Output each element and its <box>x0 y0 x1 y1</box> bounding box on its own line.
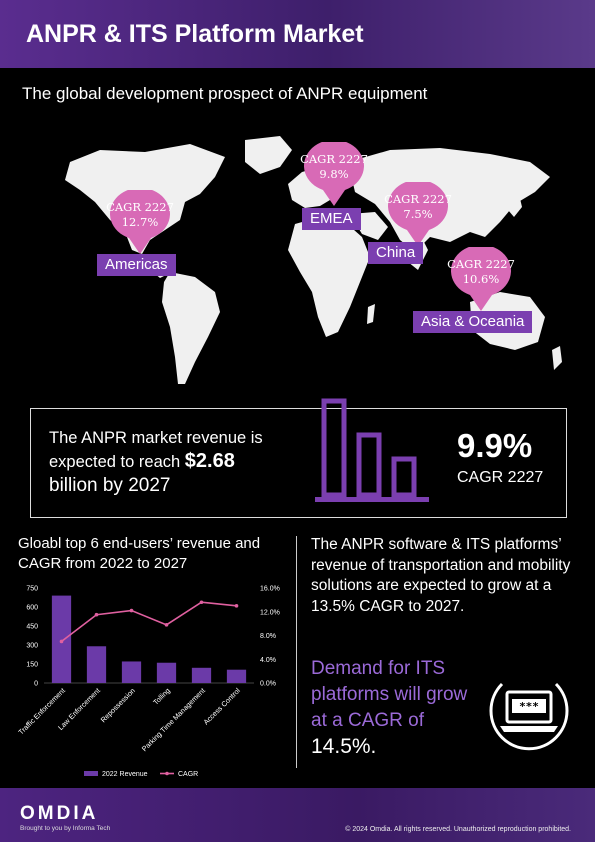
cagr-point <box>59 639 64 644</box>
pin-americas-value: 12.7% <box>121 215 159 229</box>
pin-americas-label: CAGR 2227 <box>106 200 174 214</box>
revenue-cagr-chart: 01503004506007500.0%4.0%8.0%12.0%16.0%Tr… <box>16 586 280 779</box>
laptop-password-icon: *** <box>489 682 569 751</box>
y2-tick-label: 8.0% <box>260 633 276 640</box>
x-tick-label: Repossession <box>99 686 137 724</box>
y-tick-label: 300 <box>26 643 38 650</box>
region-china: China <box>368 242 424 264</box>
y-tick-label: 150 <box>26 662 38 669</box>
y-tick-label: 600 <box>26 605 38 612</box>
pin-china: CAGR 2227 7.5% <box>381 182 455 248</box>
y2-tick-label: 4.0% <box>260 657 276 664</box>
footer-copyright: © 2024 Omdia. All rights reserved. Unaut… <box>345 826 571 833</box>
region-americas: Americas <box>97 254 176 276</box>
cagr-point <box>234 604 239 608</box>
footer-tagline: Brought to you by Informa Tech <box>20 825 111 832</box>
y2-tick-label: 16.0% <box>260 586 280 593</box>
pin-asia-value: 10.6% <box>462 272 500 286</box>
demand-percent: 14.5%. <box>311 735 377 758</box>
overall-cagr: 9.9% CAGR 2227 <box>457 427 562 487</box>
legend-bar-swatch <box>84 771 98 776</box>
overall-cagr-label: CAGR 2227 <box>457 469 544 486</box>
region-asia-oceania: Asia & Oceania <box>413 311 533 333</box>
cagr-point <box>199 600 204 605</box>
revenue-text-post: billion by 2027 <box>49 475 171 496</box>
cagr-line <box>61 601 237 643</box>
map-subtitle: The global development prospect of ANPR … <box>22 84 428 103</box>
legend-bar-label: 2022 Revenue <box>102 771 148 778</box>
revenue-bar <box>51 595 72 683</box>
x-tick-label: Tolling <box>151 686 172 707</box>
revenue-bar <box>86 646 107 683</box>
chart-title: Gloabl top 6 end-users’ revenue and CAGR… <box>18 535 261 572</box>
pin-asia-label: CAGR 2227 <box>447 257 515 271</box>
header-banner: ANPR & ITS Platform Market <box>0 0 595 68</box>
pin-americas: CAGR 2227 12.7% <box>103 190 177 256</box>
section-divider <box>296 536 297 768</box>
pin-emea-label: CAGR 2227 <box>300 152 368 166</box>
laptop-stars: *** <box>519 700 539 713</box>
pin-asia: CAGR 2227 10.6% <box>444 247 518 313</box>
y-tick-label: 750 <box>26 586 38 593</box>
footer: OMDIA Brought to you by Informa Tech © 2… <box>0 788 595 842</box>
y2-tick-label: 12.0% <box>260 609 280 616</box>
omdia-logo: OMDIA <box>20 803 99 824</box>
y-tick-label: 450 <box>26 624 38 631</box>
y-tick-label: 0 <box>34 681 38 688</box>
y2-tick-label: 0.0% <box>260 681 276 688</box>
legend-line-marker <box>165 771 169 776</box>
legend-line-label: CAGR <box>178 771 198 778</box>
revenue-text: The ANPR market revenue is expected to r… <box>49 427 299 498</box>
cagr-point <box>164 623 169 627</box>
revenue-text-pre: The ANPR market revenue is expected to r… <box>49 429 263 471</box>
page-title: ANPR & ITS Platform Market <box>26 20 364 48</box>
revenue-bar <box>226 669 247 683</box>
x-tick-label: Parking Time Management <box>140 686 207 753</box>
pin-china-label: CAGR 2227 <box>384 192 452 206</box>
its-revenue-text: The ANPR software & ITS platforms’ reven… <box>311 536 571 615</box>
demand-text: Demand for ITS platforms will grow at a … <box>311 656 486 761</box>
revenue-stat-box: The ANPR market revenue is expected to r… <box>30 398 567 518</box>
cagr-point <box>129 608 134 613</box>
cagr-point <box>94 612 99 617</box>
bar-graphic-icon <box>315 398 429 502</box>
revenue-amount: $2.68 <box>184 450 235 472</box>
revenue-bar <box>191 667 212 683</box>
demand-text-main: Demand for ITS platforms will grow at a … <box>311 658 468 731</box>
revenue-bar <box>121 661 142 683</box>
pin-emea: CAGR 2227 9.8% <box>297 142 371 208</box>
revenue-bar <box>156 662 177 683</box>
x-tick-label: Access Control <box>201 686 242 727</box>
region-emea: EMEA <box>302 208 361 230</box>
pin-china-value: 7.5% <box>403 207 433 221</box>
overall-cagr-value: 9.9% <box>457 427 533 464</box>
pin-emea-value: 9.8% <box>319 167 349 181</box>
